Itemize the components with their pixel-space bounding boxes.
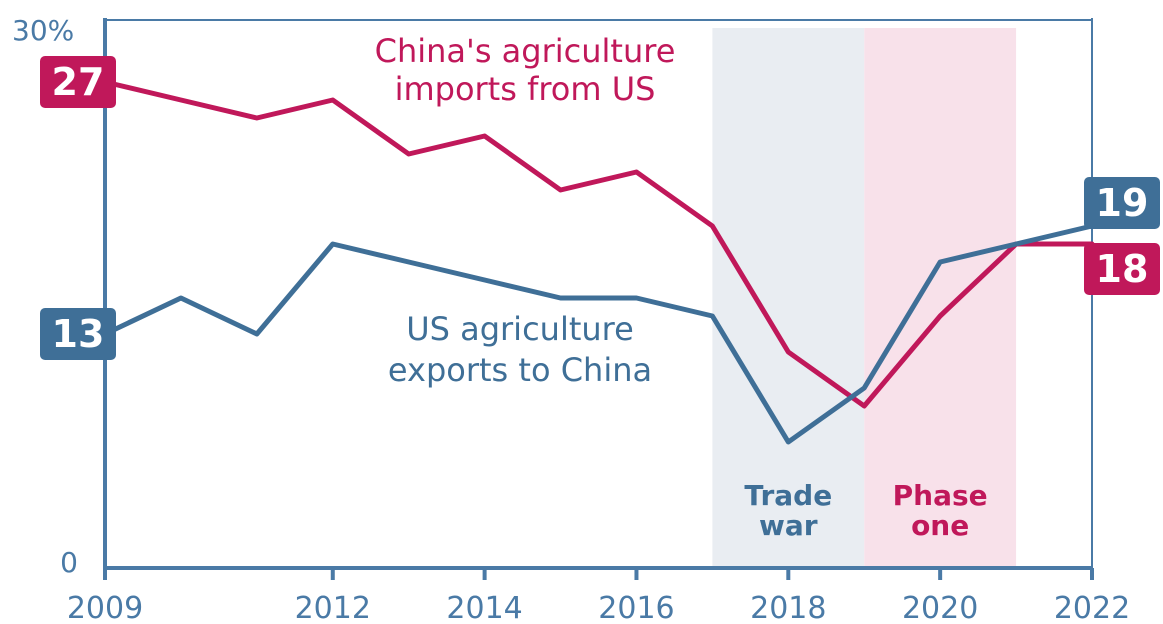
shaded-period-1 bbox=[864, 28, 1017, 568]
start-badge-0-box bbox=[40, 56, 116, 108]
shaded-period-0 bbox=[712, 28, 865, 568]
x-tick-label-5: 2020 bbox=[902, 591, 978, 624]
series-lines bbox=[102, 79, 1095, 445]
y-tick-label-0: 0 bbox=[60, 546, 78, 579]
shaded-period-label-1-0: Phase bbox=[893, 479, 988, 512]
series-line-1 bbox=[102, 223, 1095, 445]
x-tick-label-6: 2022 bbox=[1054, 591, 1130, 624]
end-badge-0-box bbox=[1084, 243, 1160, 295]
x-tick-label-4: 2018 bbox=[750, 591, 826, 624]
x-tick-label-0: 2009 bbox=[67, 591, 143, 624]
x-tick-label-3: 2016 bbox=[598, 591, 674, 624]
start-badge-1-label: 13 bbox=[52, 312, 105, 356]
axes: 2009 2012 2014 2016 2018 2020 2022 0 30% bbox=[12, 14, 1130, 624]
start-badge-1-box bbox=[40, 308, 116, 360]
end-badge-1-box bbox=[1084, 177, 1160, 229]
start-badge-0-label: 27 bbox=[52, 60, 105, 104]
end-badge-0-label: 18 bbox=[1096, 247, 1149, 291]
y-tick-label-1: 30% bbox=[12, 14, 74, 47]
shaded-period-label-0-1: war bbox=[759, 509, 818, 542]
end-badge-1-label: 19 bbox=[1096, 181, 1149, 225]
series-annotation-0-0: China's agriculture bbox=[375, 32, 676, 70]
x-tick-label-2: 2014 bbox=[446, 591, 522, 624]
shaded-period-label-1-1: one bbox=[911, 509, 969, 542]
series-annotation-1-1: exports to China bbox=[388, 351, 652, 389]
series-annotation-0-1: imports from US bbox=[395, 70, 656, 108]
series-line-0 bbox=[102, 79, 1095, 409]
shaded-period-label-0-0: Trade bbox=[744, 479, 832, 512]
value-badges: 27 18 13 19 bbox=[40, 56, 1160, 360]
x-tick-label-1: 2012 bbox=[295, 591, 371, 624]
series-annotation-1-0: US agriculture bbox=[406, 310, 634, 348]
